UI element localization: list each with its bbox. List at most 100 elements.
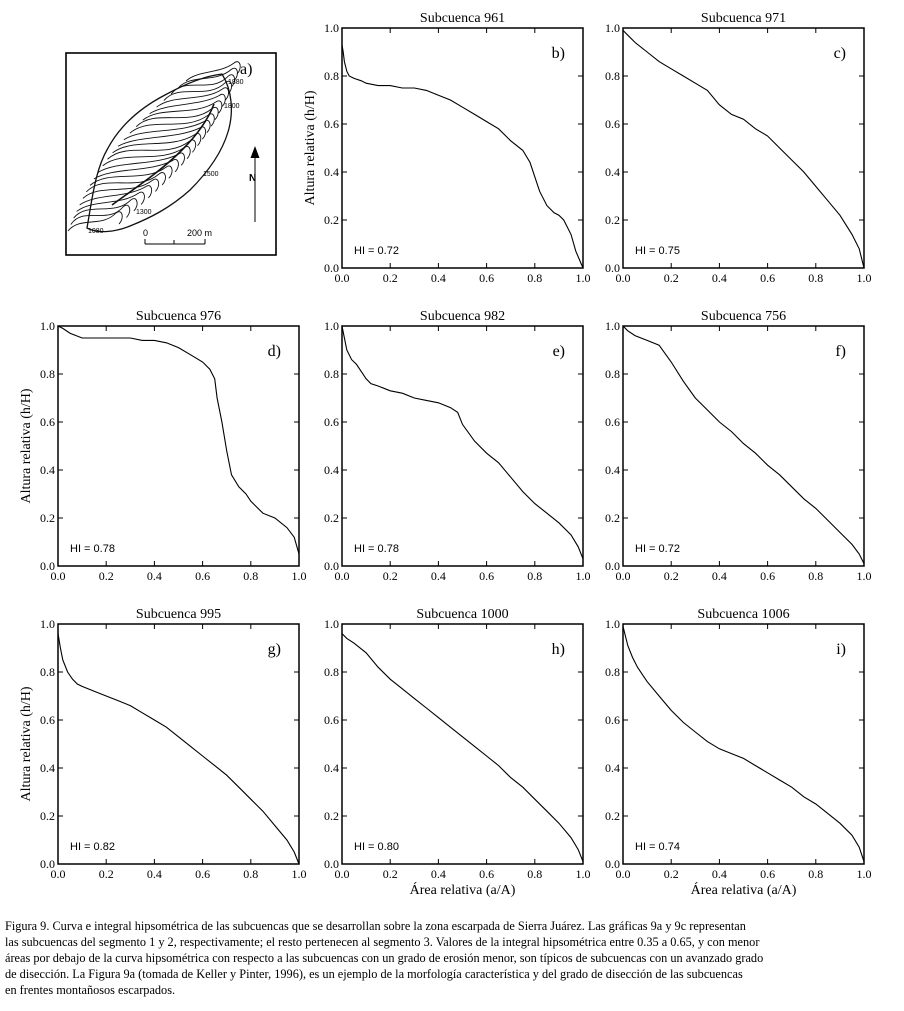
plot-frame	[341, 325, 584, 567]
x-tick-label: 0.8	[527, 867, 542, 881]
hypsometric-charts: 0.0 0.2 0.4 0.6 0.8 1.0 0.0 0.2 0.4 0.6 0.8 1.0 Subc…	[19, 11, 872, 898]
x-tick-label: 1.0	[576, 569, 591, 583]
x-tick-label: 0.8	[527, 271, 542, 285]
caption-line: las subcuencas del segmento 1 y 2, respe…	[5, 935, 760, 949]
contour-label: 1080	[88, 228, 104, 235]
contour-label: 1500	[203, 171, 219, 178]
hypsometric-curve	[622, 325, 865, 564]
x-tick-label: 0.8	[808, 271, 823, 285]
y-tick-label: 0.8	[605, 367, 620, 381]
caption-line: Figura 9. Curva e integral hipsométrica …	[5, 919, 746, 933]
hypsometric-curve	[622, 30, 865, 269]
x-tick-label: 0.4	[712, 867, 727, 881]
x-tick-label: 0.4	[431, 569, 446, 583]
y-tick-label: 1.0	[40, 617, 55, 631]
y-tick-label: 0.8	[605, 69, 620, 83]
contour-line	[93, 159, 179, 180]
y-tick-label: 1.0	[324, 319, 339, 333]
x-tick-label: 0.2	[664, 271, 679, 285]
y-tick-label: 0.6	[40, 415, 55, 429]
chart-panel: 0.0 0.2 0.4 0.6 0.8 1.0 0.0 0.2 0.4 0.6 0.8 1.0 Subc…	[605, 607, 872, 898]
contour-line	[149, 93, 226, 114]
x-tick-label: 0.0	[51, 569, 66, 583]
scale-bar	[144, 239, 206, 245]
y-tick-label: 0.2	[605, 213, 620, 227]
contour-label: 1800	[224, 103, 240, 110]
y-tick-label: 1.0	[605, 617, 620, 631]
x-tick-label: 0.8	[808, 867, 823, 881]
x-axis-label: Área relativa (a/A)	[691, 881, 797, 898]
panel-letter: g)	[268, 641, 281, 658]
y-tick-label: 0.8	[324, 367, 339, 381]
x-tick-label: 0.2	[383, 569, 398, 583]
chart-panel: 0.0 0.2 0.4 0.6 0.8 1.0 0.0 0.2 0.4 0.6 0.8 1.0 Subc…	[605, 11, 872, 285]
chart-panel: 0.0 0.2 0.4 0.6 0.8 1.0 0.0 0.2 0.4 0.6 0.8 1.0 Subc…	[19, 607, 307, 881]
caption-line: de disección. La Figura 9a (tomada de Ke…	[5, 967, 743, 981]
panel-letter: d)	[268, 343, 281, 360]
y-tick-label: 0.0	[605, 559, 620, 573]
y-tick-label: 0.8	[40, 665, 55, 679]
contour-label: 1880	[228, 79, 244, 86]
hypsometric-curve	[341, 325, 584, 560]
chart-title: Subcuenca 976	[136, 309, 221, 324]
y-tick-label: 0.4	[40, 463, 55, 477]
hi-label: HI = 0.78	[354, 543, 399, 555]
contour-line	[170, 74, 236, 95]
hi-label: HI = 0.72	[635, 543, 680, 555]
x-tick-label: 0.6	[195, 569, 210, 583]
panel-letter: h)	[552, 641, 565, 658]
panel-letter: c)	[834, 45, 846, 62]
plot-frame	[57, 325, 300, 567]
y-tick-label: 0.2	[605, 809, 620, 823]
y-tick-label: 0.0	[324, 559, 339, 573]
y-tick-label: 0.8	[40, 367, 55, 381]
x-tick-label: 0.8	[808, 569, 823, 583]
hi-label: HI = 0.82	[70, 841, 115, 853]
y-tick-label: 0.4	[605, 165, 620, 179]
hi-label: HI = 0.75	[635, 245, 680, 257]
x-tick-label: 0.6	[479, 867, 494, 881]
x-tick-label: 1.0	[292, 569, 307, 583]
hypsometric-curve	[622, 626, 865, 862]
hi-label: HI = 0.74	[635, 841, 680, 853]
x-tick-label: 1.0	[857, 867, 872, 881]
y-tick-label: 0.2	[605, 511, 620, 525]
chart-title: Subcuenca 1006	[697, 607, 789, 622]
north-label: N	[249, 173, 256, 184]
panel-letter: e)	[553, 343, 565, 360]
x-tick-label: 0.4	[712, 271, 727, 285]
caption-line: en frentes montañosos escarpados.	[5, 983, 176, 997]
y-tick-label: 0.4	[324, 165, 339, 179]
x-tick-label: 0.8	[243, 569, 258, 583]
contour-line	[178, 67, 238, 88]
x-tick-label: 0.4	[147, 569, 162, 583]
contour-lines	[67, 61, 241, 233]
chart-title: Subcuenca 1000	[416, 607, 508, 622]
x-tick-label: 0.6	[479, 569, 494, 583]
panel-letter: b)	[552, 45, 565, 62]
x-tick-label: 0.2	[664, 569, 679, 583]
y-tick-label: 0.2	[40, 809, 55, 823]
y-tick-label: 0.2	[324, 809, 339, 823]
hi-label: HI = 0.80	[354, 841, 399, 853]
contour-line	[123, 120, 211, 141]
y-tick-label: 1.0	[605, 21, 620, 35]
scale-zero: 0	[143, 228, 148, 238]
x-tick-label: 0.6	[760, 569, 775, 583]
contour-line	[112, 133, 202, 154]
contour-line	[142, 100, 223, 121]
x-tick-label: 0.6	[760, 867, 775, 881]
y-tick-label: 1.0	[324, 617, 339, 631]
plot-frame	[57, 623, 300, 865]
contour-line	[70, 204, 131, 225]
y-tick-label: 0.0	[605, 261, 620, 275]
chart-panel: 0.0 0.2 0.4 0.6 0.8 1.0 0.0 0.2 0.4 0.6 0.8 1.0 Subc…	[19, 309, 307, 583]
x-tick-label: 0.2	[99, 569, 114, 583]
x-tick-label: 0.0	[51, 867, 66, 881]
y-tick-label: 0.0	[40, 559, 55, 573]
x-tick-label: 0.2	[664, 867, 679, 881]
y-tick-label: 0.4	[605, 463, 620, 477]
x-tick-label: 0.0	[335, 569, 350, 583]
y-tick-label: 0.6	[605, 415, 620, 429]
y-tick-label: 0.0	[324, 857, 339, 871]
